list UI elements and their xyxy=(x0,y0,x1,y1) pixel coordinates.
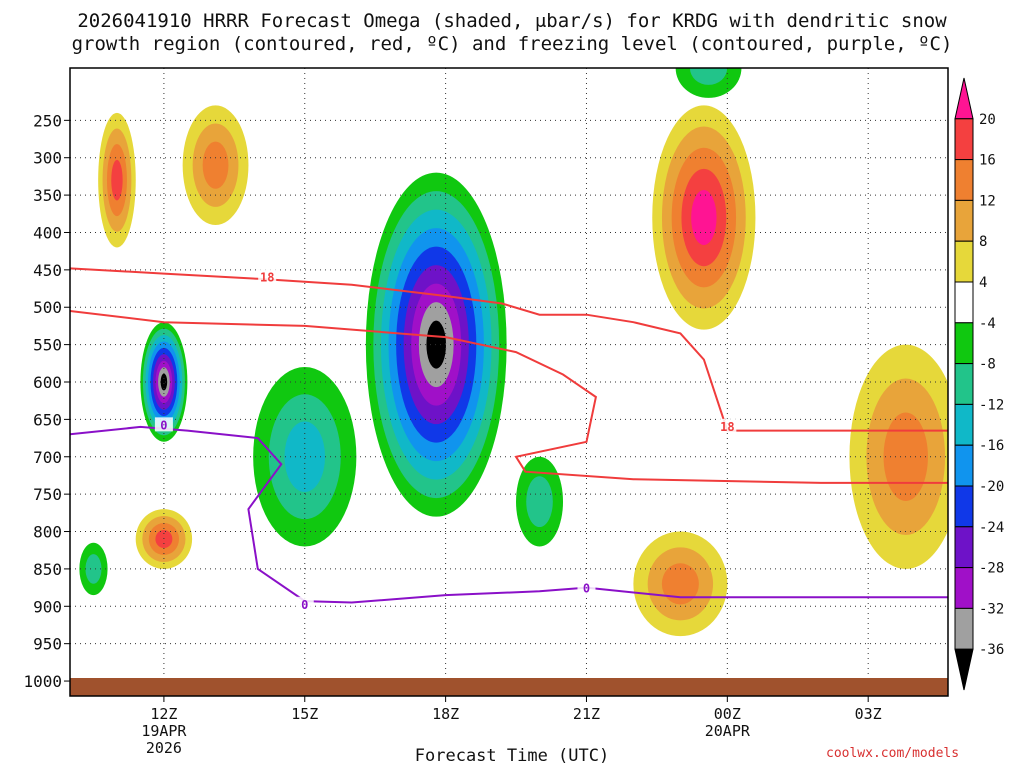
omega-contour-5-2 xyxy=(284,421,326,493)
y-tick-label-700: 700 xyxy=(33,448,62,467)
contour-label-bg-3 xyxy=(295,596,314,611)
dgz-bottom-line xyxy=(70,310,948,484)
contour-label-bg-4 xyxy=(577,580,596,595)
colorbar-segment-4 xyxy=(954,240,974,283)
ground-terrain xyxy=(70,678,948,696)
omega-contour-3-1 xyxy=(85,554,102,584)
colorbar-label-3: 8 xyxy=(979,234,987,250)
contour-label-0: 18 xyxy=(260,270,274,284)
y-tick-label-300: 300 xyxy=(33,149,62,168)
colorbar-segment-1 xyxy=(954,118,974,161)
omega-contour-4-8 xyxy=(160,373,168,391)
colorbar-segment-12 xyxy=(954,567,974,609)
x-tick-label-18Z-0: 18Z xyxy=(432,705,459,723)
omega-contour-10-1 xyxy=(689,68,728,85)
colorbar-segment-11 xyxy=(954,526,974,569)
y-tick-label-400: 400 xyxy=(33,223,62,242)
colorbar-label-7: -12 xyxy=(979,397,1004,413)
y-tick-label-750: 750 xyxy=(33,485,62,504)
colorbar-segment-5 xyxy=(954,281,974,324)
colorbar-label-8: -16 xyxy=(979,438,1004,454)
y-tick-label-550: 550 xyxy=(33,336,62,355)
colorbar-label-0: 20 xyxy=(979,112,996,128)
contour-lines: 18 18 0 0 0 xyxy=(70,267,948,612)
omega-contour-1-2 xyxy=(202,141,229,189)
credit-text: coolwx.com/models xyxy=(826,746,960,761)
omega-contour-8-4 xyxy=(691,190,717,246)
colorbar: 20 16 12 8 4 -4 -8 -12 -16 -20 -24 -28 -32 -36 xyxy=(954,77,1004,691)
colorbar-label-13: -36 xyxy=(979,642,1004,658)
colorbar-segment-8 xyxy=(954,403,974,446)
x-tick-label-12Z-1: 19APR xyxy=(141,722,187,740)
contour-label-bg-1 xyxy=(718,418,737,433)
colorbar-segment-2 xyxy=(954,159,974,201)
contour-label-bg-2 xyxy=(154,417,173,432)
colorbar-segment-10 xyxy=(954,485,974,528)
colorbar-label-1: 16 xyxy=(979,153,996,169)
colorbar-segment-7 xyxy=(954,363,974,405)
colorbar-label-5: -4 xyxy=(979,316,996,332)
omega-contour-0-3 xyxy=(111,159,123,201)
freezing-level-line xyxy=(70,425,948,604)
y-tick-label-650: 650 xyxy=(33,410,62,429)
contour-label-2: 0 xyxy=(160,418,167,432)
y-tick-label-500: 500 xyxy=(33,298,62,317)
y-tick-label-850: 850 xyxy=(33,560,62,579)
axes: 250 300 350 400 450 500 550 600 650 700 750 800 850 9… xyxy=(23,111,881,757)
dgz-top-line xyxy=(70,267,948,432)
chart-title-line1: 2026041910 HRRR Forecast Omega (shaded, … xyxy=(77,10,947,32)
colorbar-label-9: -20 xyxy=(979,479,1004,495)
x-tick-label-03Z-0: 03Z xyxy=(855,705,882,723)
colorbar-label-11: -28 xyxy=(979,561,1004,577)
y-tick-label-900: 900 xyxy=(33,597,62,616)
x-axis-title: Forecast Time (UTC) xyxy=(414,746,610,766)
x-tick-label-00Z-0: 00Z xyxy=(714,705,741,723)
colorbar-segment-6 xyxy=(954,322,974,365)
y-tick-label-450: 450 xyxy=(33,261,62,280)
colorbar-label-2: 12 xyxy=(979,193,996,209)
x-tick-label-12Z-0: 12Z xyxy=(150,705,177,723)
contour-label-bg-0 xyxy=(258,269,277,284)
contour-label-3: 0 xyxy=(301,598,308,612)
contour-label-1: 18 xyxy=(720,420,734,434)
colorbar-label-4: 4 xyxy=(979,275,987,291)
colorbar-segment-3 xyxy=(954,199,974,242)
colorbar-bottom-arrow xyxy=(954,648,974,691)
colorbar-segment-9 xyxy=(954,444,974,487)
y-tick-label-800: 800 xyxy=(33,523,62,542)
omega-contour-9-2 xyxy=(661,563,699,605)
y-tick-label-350: 350 xyxy=(33,186,62,205)
omega-shading xyxy=(79,68,948,637)
x-tick-label-12Z-2: 2026 xyxy=(146,739,182,757)
x-tick-label-15Z-0: 15Z xyxy=(291,705,318,723)
omega-contour-6-8 xyxy=(426,320,447,369)
y-tick-label-250: 250 xyxy=(33,111,62,130)
colorbar-label-6: -8 xyxy=(979,357,996,373)
y-tick-label-1000: 1000 xyxy=(23,672,62,691)
y-tick-label-950: 950 xyxy=(33,635,62,654)
y-tick-label-600: 600 xyxy=(33,373,62,392)
colorbar-label-10: -24 xyxy=(979,520,1004,536)
x-tick-label-21Z-0: 21Z xyxy=(573,705,600,723)
colorbar-segment-13 xyxy=(954,607,974,650)
omega-contour-7-1 xyxy=(526,476,553,528)
chart-title-line2: growth region (contoured, red, ºC) and f… xyxy=(71,33,953,55)
contour-label-4: 0 xyxy=(583,581,590,595)
x-tick-label-00Z-1: 20APR xyxy=(705,722,751,740)
colorbar-top-arrow xyxy=(954,77,974,120)
colorbar-label-12: -32 xyxy=(979,601,1004,617)
